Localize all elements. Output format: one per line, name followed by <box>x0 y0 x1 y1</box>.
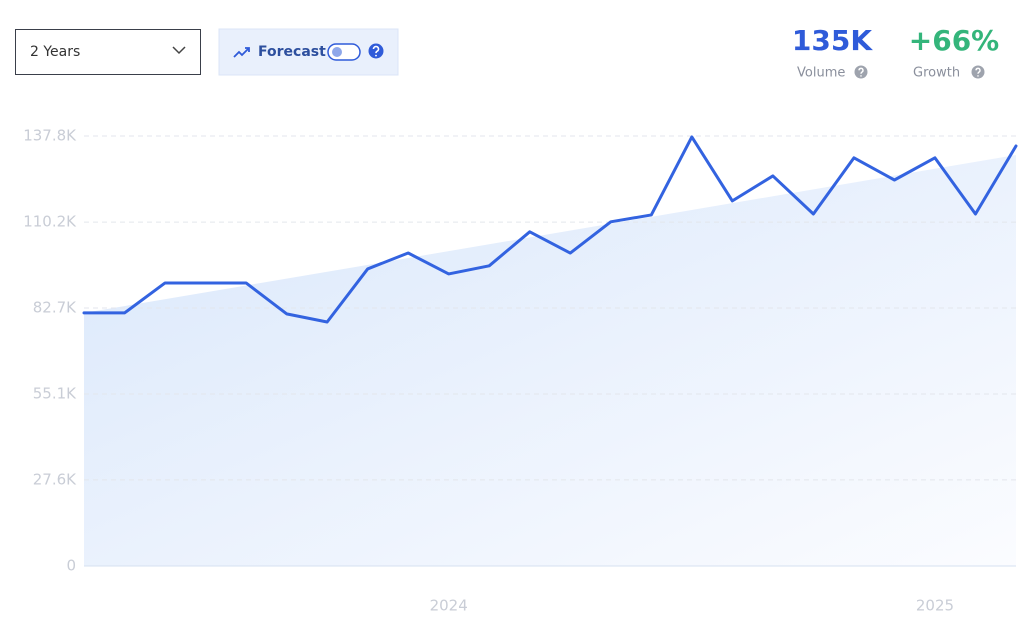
toggle-knob <box>332 47 342 57</box>
forecast-button[interactable]: Forecast <box>218 28 399 76</box>
volume-help[interactable] <box>854 65 868 79</box>
help-glyph <box>372 45 380 54</box>
y-tick-label: 27.6K <box>33 470 77 488</box>
plot: 0 27.6K 55.1K 82.7K 110.2K 137.8K 2024 2025 <box>23 127 1018 615</box>
range-dropdown[interactable]: 2 Years <box>15 29 201 75</box>
help-glyph <box>858 67 864 74</box>
y-tick-label: 137.8K <box>23 127 77 145</box>
growth-help[interactable] <box>971 65 985 79</box>
trend-area <box>84 155 1016 566</box>
growth-label: Growth <box>913 66 960 81</box>
line <box>82 135 1018 324</box>
volume-value: 135K <box>792 24 873 57</box>
dropdown-label[interactable]: 2 Years <box>30 44 80 60</box>
help-dot <box>375 54 377 57</box>
volume-label: Volume <box>797 66 845 81</box>
help-glyph <box>975 67 981 74</box>
x-tick-label: 2025 <box>916 597 954 615</box>
chevron <box>172 46 186 55</box>
help-icon[interactable] <box>368 43 384 59</box>
dropdown-box[interactable] <box>15 29 201 75</box>
y-tick-label: 0 <box>66 557 76 575</box>
forecast-label[interactable]: Forecast <box>258 44 326 60</box>
trend-icon <box>233 47 250 58</box>
y-tick-label: 55.1K <box>33 385 77 403</box>
y-tick-label: 110.2K <box>23 213 77 231</box>
growth-value: +66% <box>909 24 999 57</box>
y-tick-label: 82.7K <box>33 298 77 316</box>
x-tick-label: 2024 <box>430 597 468 615</box>
help-dot <box>977 75 979 77</box>
help-dot <box>860 75 862 77</box>
